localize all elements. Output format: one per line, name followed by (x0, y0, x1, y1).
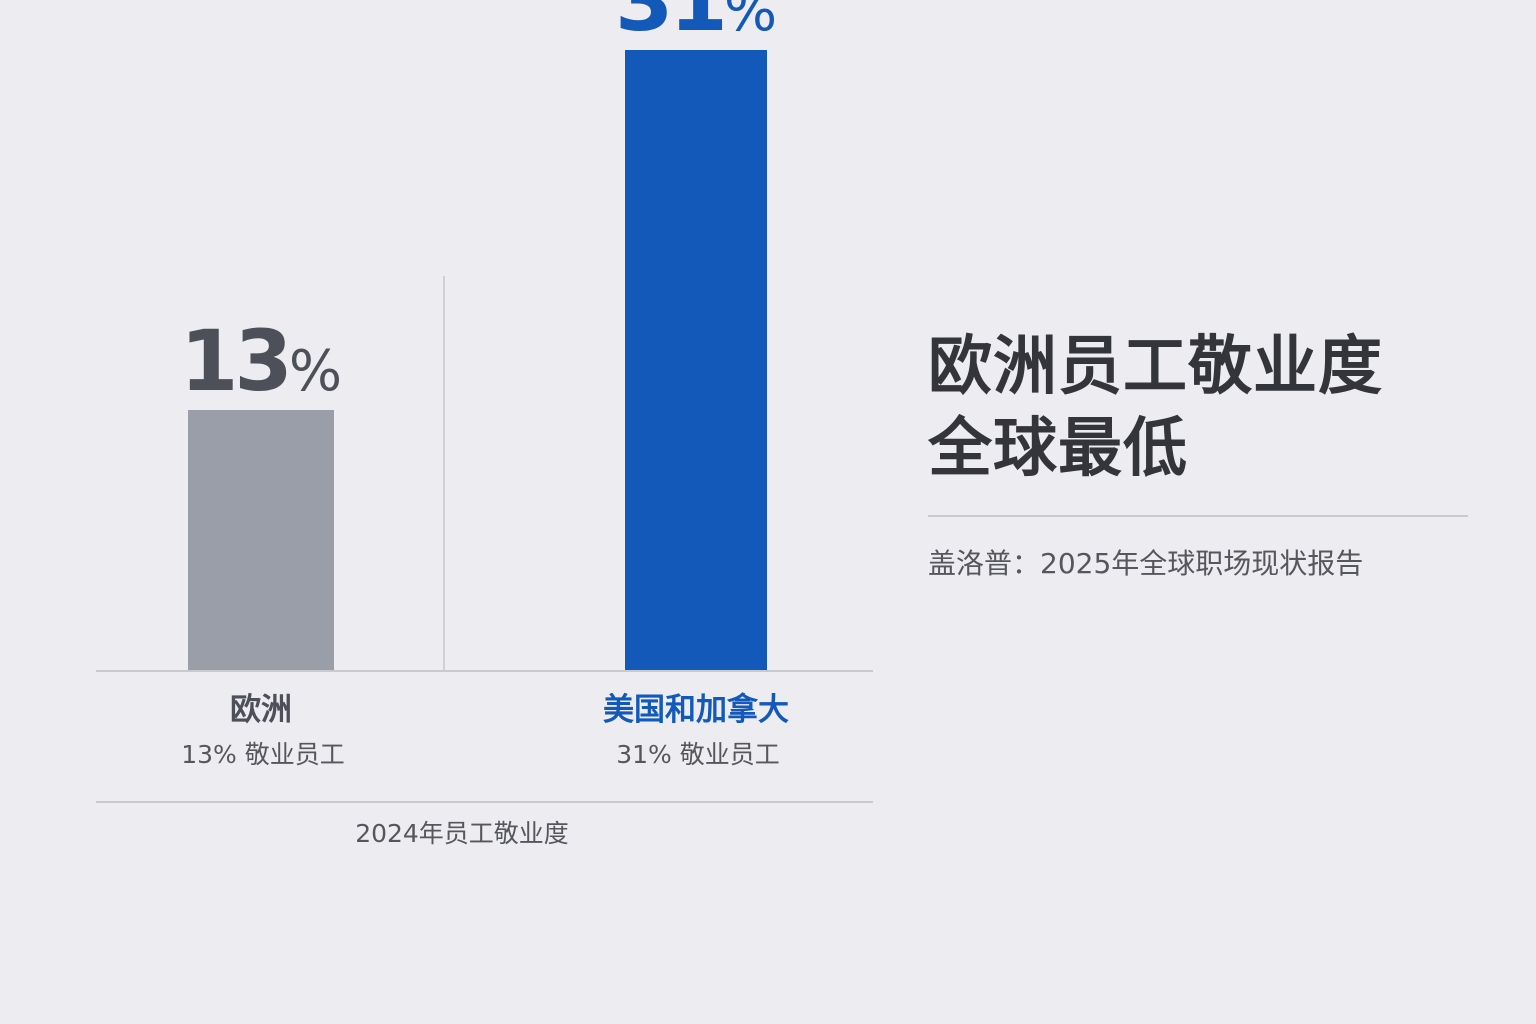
value-label-europe: 13% (180, 312, 342, 410)
category-label-europe: 欧洲 (230, 692, 292, 728)
headline-line-2: 全球最低 (928, 412, 1188, 486)
bar-europe (188, 410, 334, 670)
headline-panel: 欧洲员工敬业度 全球最低 盖洛普：2025年全球职场现状报告 (928, 326, 1468, 580)
sublabel-us-canada: 31% 敬业员工 (616, 740, 780, 769)
headline: 欧洲员工敬业度 全球最低 (928, 326, 1468, 490)
bar-chart: 13% 31% 欧洲 美国和加拿大 13% 敬业员工 31% 敬业员工 2024… (96, 0, 873, 848)
bar-us-canada (625, 50, 767, 670)
value-label-us-canada: 31% (615, 0, 777, 50)
value-unit-europe: % (289, 339, 342, 404)
value-number-europe: 13 (180, 312, 289, 410)
value-number-us-canada: 31 (615, 0, 724, 50)
sublabel-europe: 13% 敬业员工 (181, 740, 345, 769)
category-label-us-canada: 美国和加拿大 (603, 692, 789, 728)
headline-line-1: 欧洲员工敬业度 (928, 330, 1383, 404)
value-unit-us-canada: % (724, 0, 777, 44)
source-citation: 盖洛普：2025年全球职场现状报告 (928, 547, 1364, 580)
x-axis-label: 2024年员工敬业度 (355, 819, 569, 848)
headline-divider (928, 515, 1468, 517)
